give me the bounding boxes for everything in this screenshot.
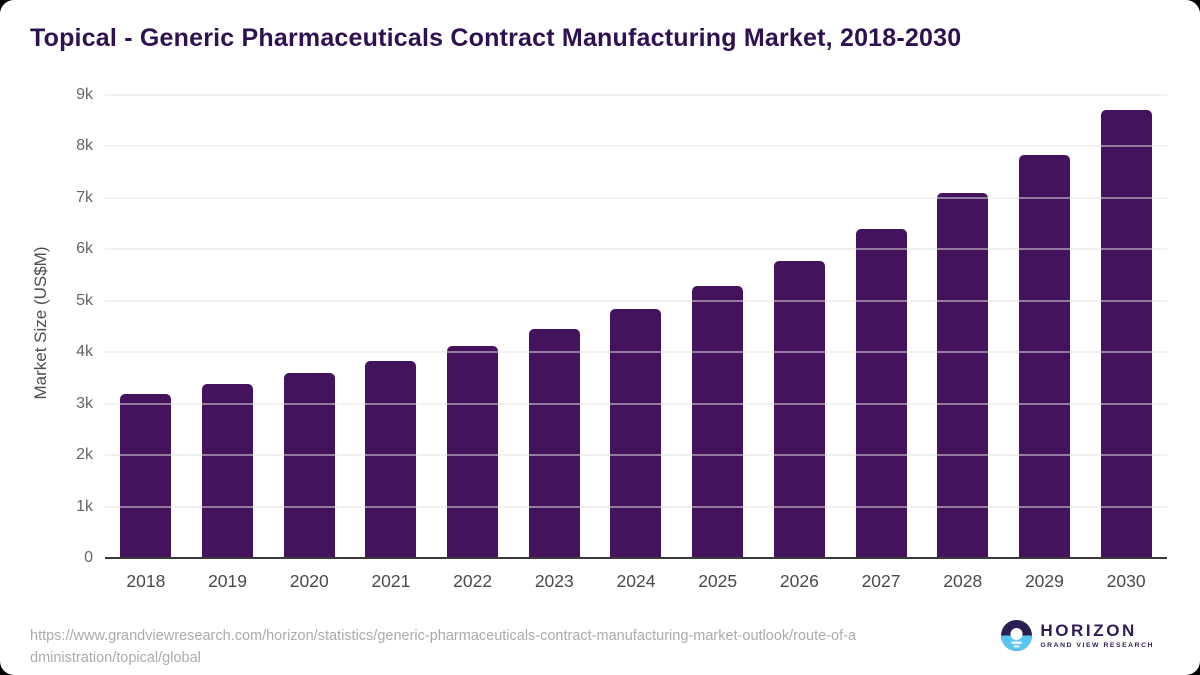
x-tick-2021: 2021 — [371, 571, 411, 591]
bar-2024[interactable] — [610, 309, 662, 558]
horizon-logo: HORIZON GRAND VIEW RESEARCH — [1001, 620, 1154, 651]
bar-2028[interactable] — [937, 193, 989, 558]
source-url-line2: dministration/topical/global — [30, 649, 201, 666]
bar-2029[interactable] — [1018, 155, 1070, 558]
bar-2030[interactable] — [1100, 110, 1152, 558]
gridline-1k — [105, 506, 1167, 508]
y-tick-5k: 5k — [76, 291, 93, 309]
gridline-9k — [105, 94, 1167, 96]
x-tick-2029: 2029 — [1024, 571, 1064, 591]
x-axis-labels: 2018 2019 2020 2021 2022 2023 2024 2025 2026 2027… — [105, 571, 1167, 592]
y-tick-6k: 6k — [76, 240, 93, 258]
x-tick-2024: 2024 — [616, 571, 656, 591]
x-axis-line — [105, 557, 1167, 559]
gridline-7k — [105, 197, 1167, 199]
x-tick-2023: 2023 — [534, 571, 574, 591]
x-tick-2020: 2020 — [289, 571, 329, 591]
bar-2018[interactable] — [120, 394, 172, 558]
y-tick-3k: 3k — [76, 394, 93, 412]
source-url-line1: https://www.grandviewresearch.com/horizo… — [30, 628, 857, 644]
x-tick-2018: 2018 — [126, 571, 166, 591]
bar-2025[interactable] — [692, 286, 744, 558]
x-tick-2028: 2028 — [943, 571, 983, 591]
logo-text-block: HORIZON GRAND VIEW RESEARCH — [1040, 620, 1154, 650]
x-tick-2025: 2025 — [698, 571, 738, 591]
y-tick-8k: 8k — [76, 137, 93, 155]
y-tick-1k: 1k — [76, 497, 93, 515]
logo-wordmark: HORIZON — [1040, 620, 1137, 640]
bar-2022[interactable] — [447, 346, 499, 558]
x-tick-2019: 2019 — [208, 571, 247, 591]
gridline-4k — [105, 351, 1167, 353]
bar-2026[interactable] — [773, 260, 825, 558]
gridline-6k — [105, 248, 1167, 250]
y-tick-0: 0 — [84, 549, 93, 566]
bar-2023[interactable] — [528, 329, 580, 558]
bars-container — [105, 95, 1167, 558]
x-tick-2022: 2022 — [453, 571, 493, 591]
y-tick-2k: 2k — [76, 446, 93, 464]
plot-area: 0 1k 2k 3k 4k 5k 6k 7k 8k 9k — [76, 87, 1167, 566]
bar-2019[interactable] — [202, 383, 254, 558]
bar-2021[interactable] — [365, 360, 417, 558]
horizon-logo-icon — [1001, 620, 1033, 651]
source-url: https://www.grandviewresearch.com/horizo… — [30, 626, 856, 669]
y-tick-7k: 7k — [76, 188, 93, 206]
x-tick-2026: 2026 — [779, 571, 819, 591]
gridline-5k — [105, 300, 1167, 302]
x-tick-2030: 2030 — [1106, 571, 1146, 591]
y-tick-4k: 4k — [76, 343, 93, 361]
gridline-3k — [105, 403, 1167, 405]
gridline-2k — [105, 454, 1167, 456]
chart-title: Topical - Generic Pharmaceuticals Contra… — [30, 24, 962, 52]
gridline-8k — [105, 145, 1167, 147]
bar-2020[interactable] — [283, 372, 335, 558]
x-tick-2027: 2027 — [861, 571, 901, 591]
bar-2027[interactable] — [855, 229, 907, 558]
y-tick-9k: 9k — [76, 86, 93, 103]
y-axis-title: Market Size (US$M) — [31, 246, 50, 400]
logo-tagline: GRAND VIEW RESEARCH — [1040, 642, 1154, 650]
